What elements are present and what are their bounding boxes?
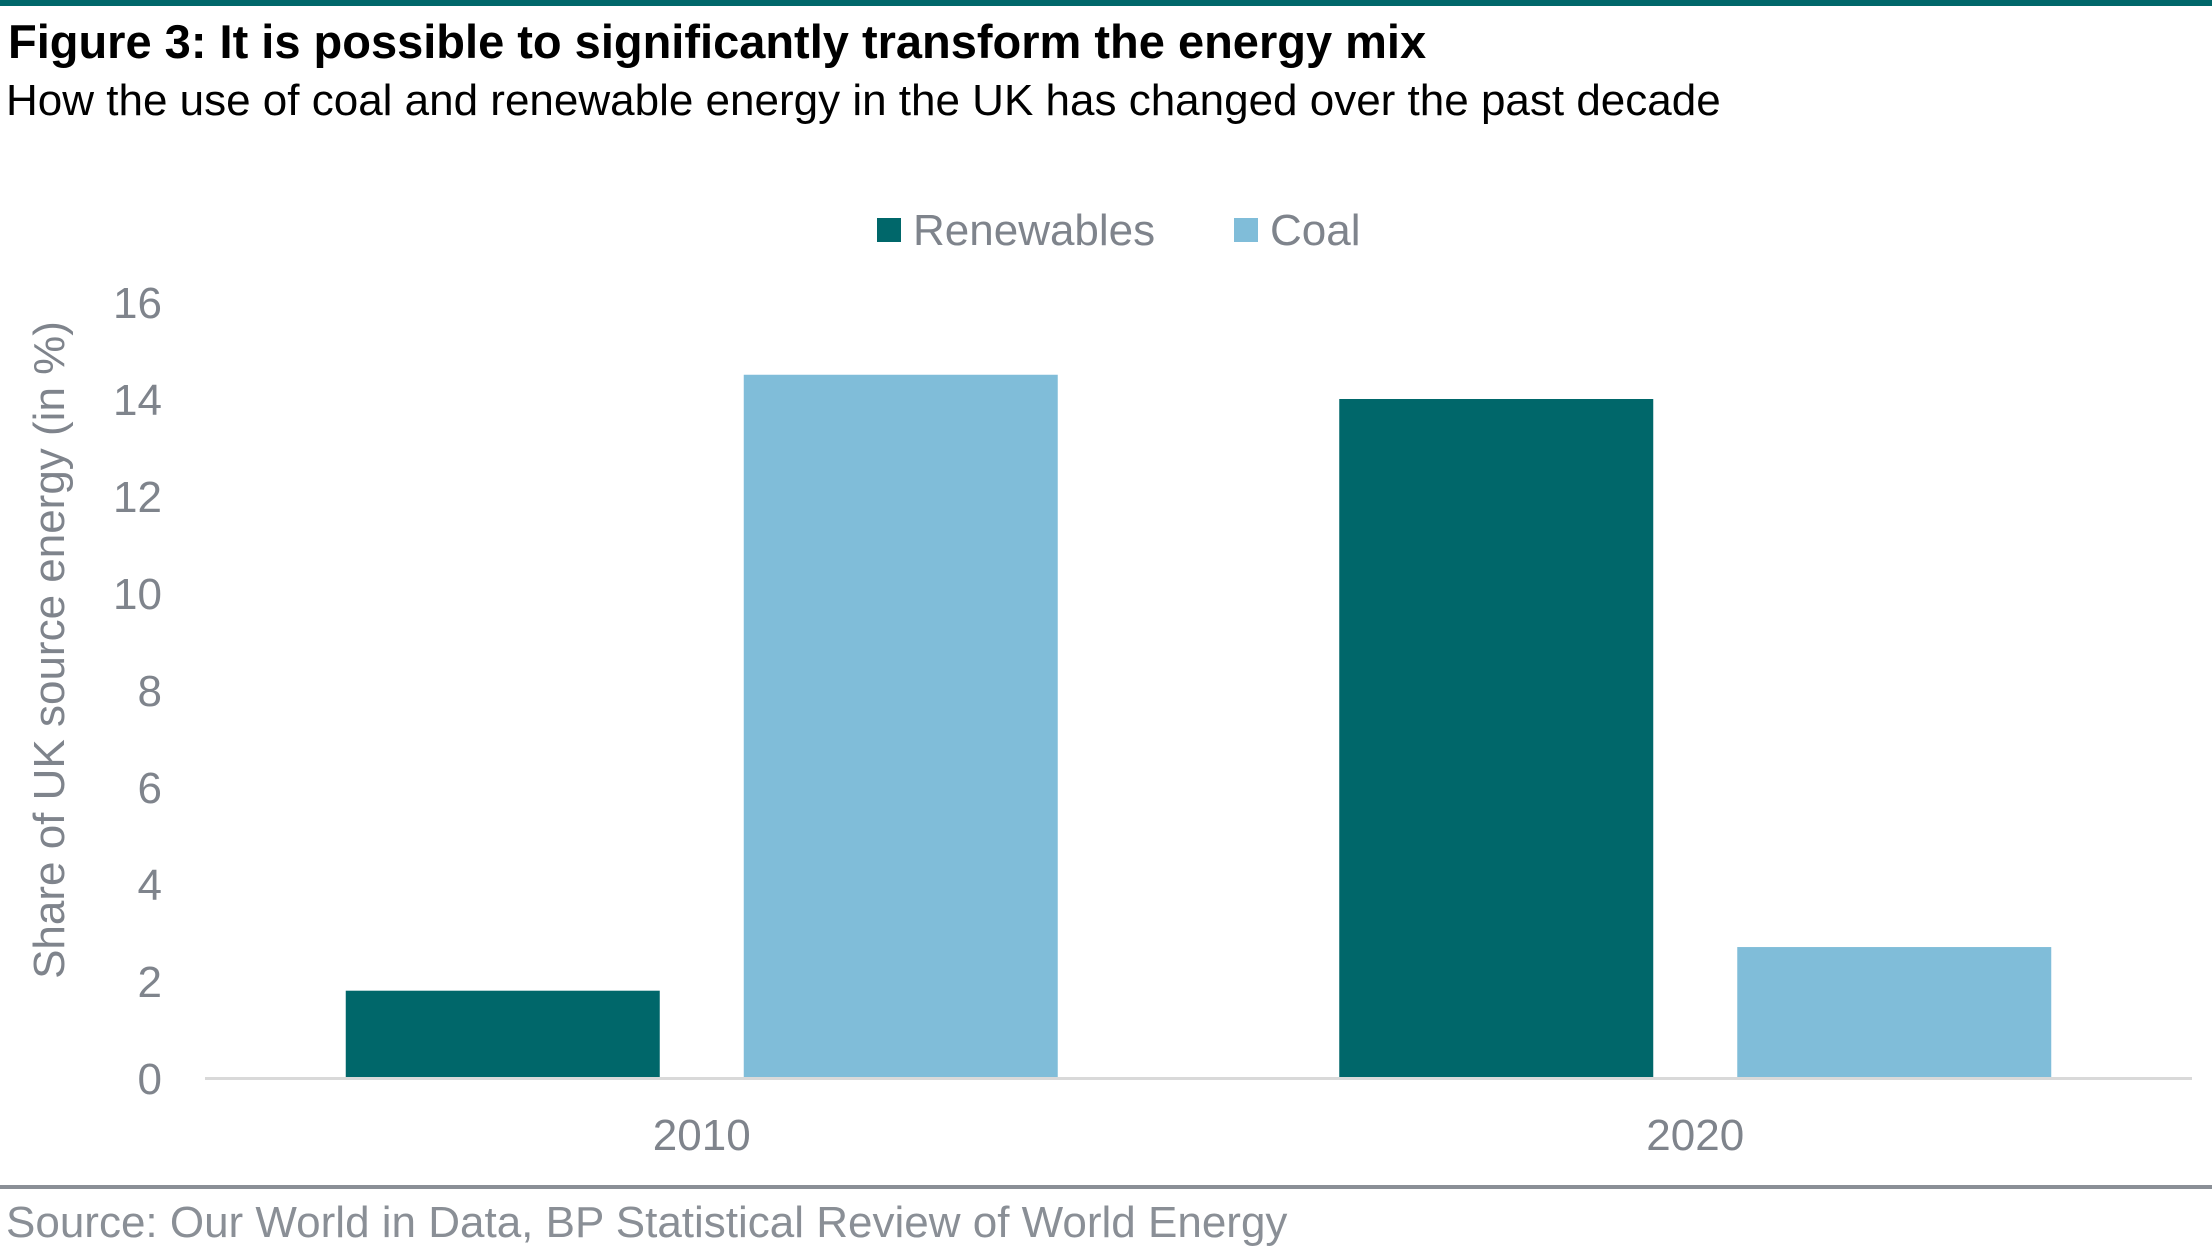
bar-coal-2020 xyxy=(1737,947,2052,1078)
y-axis-title: Share of UK source energy (in %) xyxy=(25,321,74,979)
y-tick-label: 6 xyxy=(138,764,162,813)
y-tick-label: 2 xyxy=(138,958,162,1007)
figure-title: Figure 3: It is possible to significantl… xyxy=(8,15,1427,68)
x-tick-label: 2010 xyxy=(653,1111,751,1160)
bar-renewables-2010 xyxy=(345,990,660,1078)
bottom-rule xyxy=(0,1185,2212,1189)
legend-swatch-coal xyxy=(1234,218,1258,242)
y-tick-label: 10 xyxy=(113,570,162,619)
x-axis-ticks: 2010 2020 xyxy=(653,1111,1744,1160)
bar-chart: Renewables Coal Share of UK source energ… xyxy=(25,206,2192,1160)
top-rule xyxy=(0,0,2212,6)
y-tick-label: 8 xyxy=(138,667,162,716)
x-tick-label: 2020 xyxy=(1646,1111,1744,1160)
y-tick-label: 16 xyxy=(113,279,162,328)
y-tick-label: 0 xyxy=(138,1055,162,1104)
y-tick-label: 14 xyxy=(113,376,162,425)
figure-subtitle: How the use of coal and renewable energy… xyxy=(6,76,1721,125)
bar-renewables-2020 xyxy=(1339,399,1654,1078)
legend-label-renewables: Renewables xyxy=(913,206,1155,255)
bars xyxy=(345,374,2052,1078)
legend-label-coal: Coal xyxy=(1270,206,1361,255)
y-tick-label: 12 xyxy=(113,473,162,522)
bar-coal-2010 xyxy=(743,374,1058,1078)
legend-swatch-renewables xyxy=(877,218,901,242)
y-axis-ticks: 0 2 4 6 8 10 12 14 16 xyxy=(113,279,162,1104)
legend: Renewables Coal xyxy=(877,206,1361,255)
source-note: Source: Our World in Data, BP Statistica… xyxy=(6,1198,1288,1247)
y-tick-label: 4 xyxy=(138,861,162,910)
